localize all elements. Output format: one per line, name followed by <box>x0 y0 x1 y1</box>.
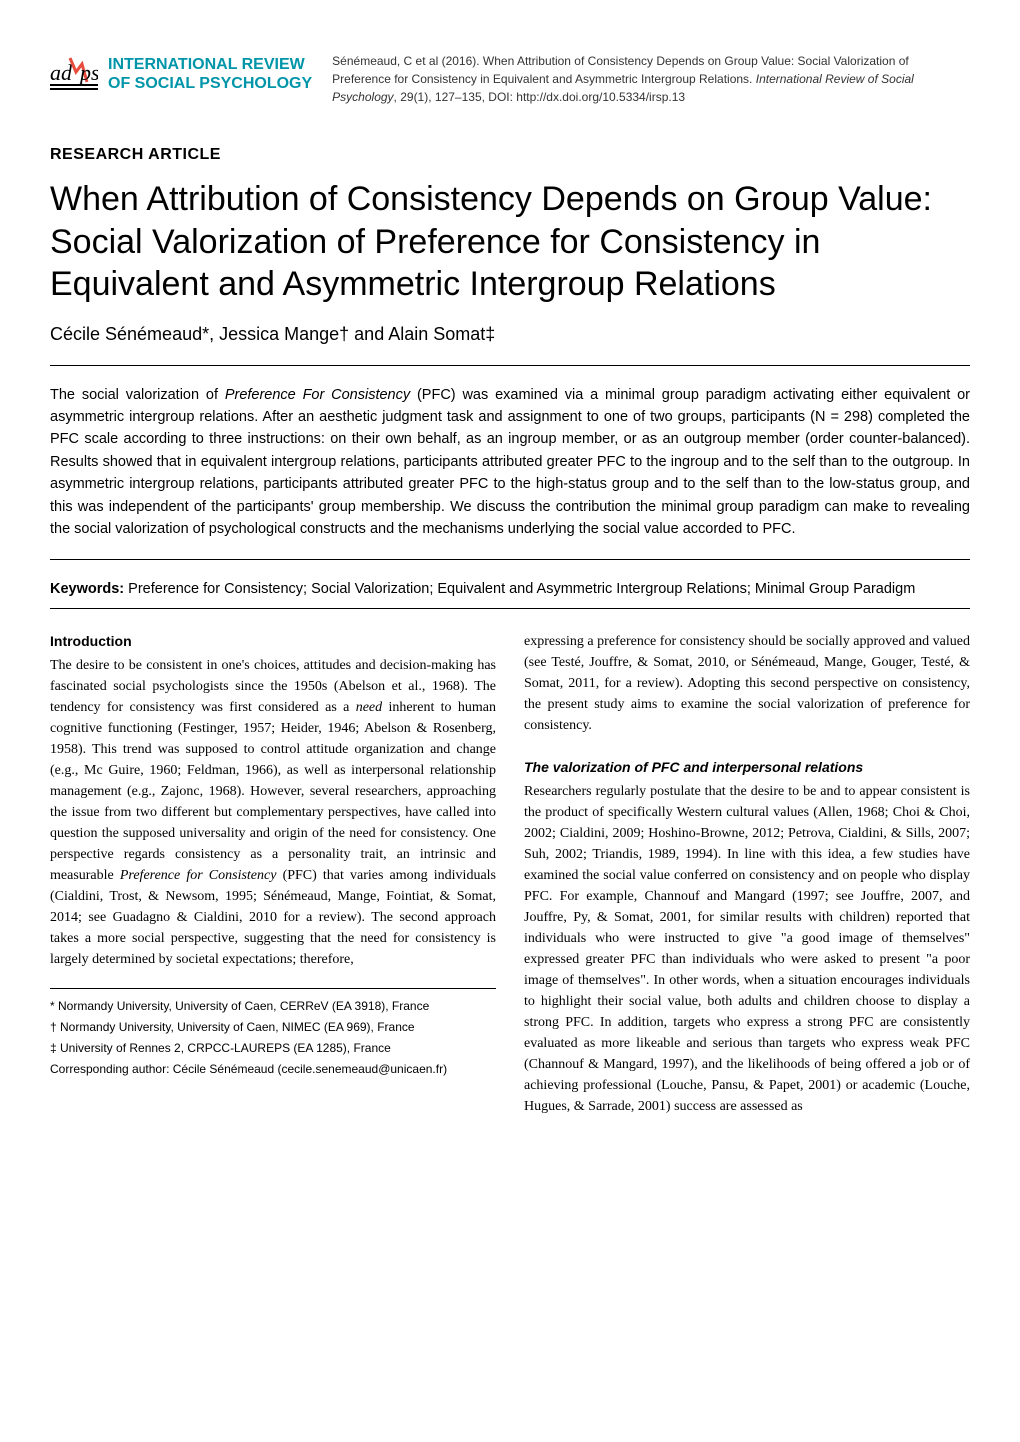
footnote-affil-3: ‡ University of Rennes 2, CRPCC-LAUREPS … <box>50 1039 496 1057</box>
column-left: Introduction The desire to be consistent… <box>50 631 496 1117</box>
footnote-affil-2: † Normandy University, University of Cae… <box>50 1018 496 1036</box>
article-title: When Attribution of Consistency Depends … <box>50 178 970 306</box>
keywords-row: Keywords: Preference for Consistency; So… <box>50 578 970 600</box>
intro-paragraph: The desire to be consistent in one's cho… <box>50 655 496 970</box>
keywords-text: Preference for Consistency; Social Valor… <box>128 581 915 597</box>
footnotes: * Normandy University, University of Cae… <box>50 988 496 1078</box>
article-type-label: RESEARCH ARTICLE <box>50 146 970 164</box>
citation-block: Sénémeaud, C et al (2016). When Attribut… <box>332 50 970 106</box>
journal-name-line1: INTERNATIONAL REVIEW <box>108 56 305 73</box>
abstract: The social valorization of Preference Fo… <box>50 384 970 541</box>
body-two-column: Introduction The desire to be consistent… <box>50 631 970 1117</box>
rule-mid-2 <box>50 608 970 609</box>
footnote-affil-1: * Normandy University, University of Cae… <box>50 997 496 1015</box>
intro-heading: Introduction <box>50 631 496 652</box>
authors-text: Cécile Sénémeaud*, Jessica Mange† and Al… <box>50 324 495 344</box>
journal-name-line2: OF SOCIAL PSYCHOLOGY <box>108 75 312 92</box>
footnote-corresponding: Corresponding author: Cécile Sénémeaud (… <box>50 1060 496 1078</box>
citation-tail: , 29(1), 127–135, DOI: http://dx.doi.org… <box>394 90 686 104</box>
keywords-label: Keywords: <box>50 581 124 597</box>
authors-line: Cécile Sénémeaud*, Jessica Mange† and Al… <box>50 324 970 345</box>
svg-text:ad: ad <box>50 60 73 85</box>
page-header: ad ps INTERNATIONAL REVIEW OF SOCIAL PSY… <box>50 50 970 106</box>
rule-top <box>50 365 970 366</box>
journal-brand: ad ps INTERNATIONAL REVIEW OF SOCIAL PSY… <box>50 50 312 98</box>
intro-need-italic: need <box>356 700 382 715</box>
intro-text-2: inherent to human cognitive functioning … <box>50 700 496 883</box>
col2-paragraph-2: Researchers regularly postulate that the… <box>524 781 970 1117</box>
subsection-heading: The valorization of PFC and interpersona… <box>524 757 970 778</box>
intro-pfc-italic: Preference for Consistency <box>120 868 277 883</box>
svg-text:ps: ps <box>78 60 98 85</box>
journal-name: INTERNATIONAL REVIEW OF SOCIAL PSYCHOLOG… <box>108 55 312 93</box>
abstract-pfc-italic: Preference For Consistency <box>225 387 410 403</box>
column-right: expressing a preference for consistency … <box>524 631 970 1117</box>
col2-paragraph-1: expressing a preference for consistency … <box>524 631 970 736</box>
journal-logo-icon: ad ps <box>50 50 98 98</box>
rule-mid-1 <box>50 559 970 560</box>
